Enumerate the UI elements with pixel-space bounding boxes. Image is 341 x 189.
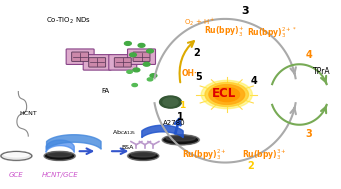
FancyBboxPatch shape	[72, 52, 89, 61]
FancyBboxPatch shape	[114, 58, 131, 67]
FancyBboxPatch shape	[66, 49, 94, 64]
Text: ECL: ECL	[212, 87, 237, 100]
Text: 2: 2	[193, 48, 200, 58]
Circle shape	[209, 85, 244, 104]
Ellipse shape	[47, 152, 72, 157]
Text: TPrA: TPrA	[313, 67, 331, 76]
Text: Ru(bpy)$_3^{2+}$: Ru(bpy)$_3^{2+}$	[182, 148, 227, 162]
Ellipse shape	[166, 136, 195, 141]
Circle shape	[147, 78, 153, 81]
FancyBboxPatch shape	[133, 52, 150, 61]
Ellipse shape	[45, 152, 74, 160]
Text: 3: 3	[305, 129, 312, 139]
Text: Ru(bpy)$_3^{3+}$: Ru(bpy)$_3^{3+}$	[242, 148, 286, 162]
Circle shape	[201, 80, 252, 109]
Text: O$_2$ + H$^+$: O$_2$ + H$^+$	[184, 17, 215, 28]
Ellipse shape	[2, 152, 31, 160]
Text: Ab$_{CA125}$: Ab$_{CA125}$	[112, 128, 136, 137]
Text: HCNT/GCE: HCNT/GCE	[41, 172, 78, 178]
Text: 4: 4	[305, 50, 312, 60]
Ellipse shape	[164, 135, 198, 144]
Circle shape	[205, 82, 249, 107]
Circle shape	[147, 49, 153, 53]
Ellipse shape	[44, 151, 75, 161]
FancyBboxPatch shape	[128, 49, 155, 64]
Ellipse shape	[128, 151, 159, 161]
Circle shape	[138, 43, 145, 47]
Circle shape	[127, 70, 132, 73]
Circle shape	[124, 42, 131, 45]
Text: 3: 3	[242, 6, 249, 16]
Text: 5: 5	[195, 73, 202, 82]
Ellipse shape	[1, 151, 32, 161]
Text: Ru(bpy)$_3^{2+*}$: Ru(bpy)$_3^{2+*}$	[247, 25, 297, 40]
Text: 4: 4	[250, 76, 257, 86]
Text: OH·: OH·	[181, 69, 197, 78]
Ellipse shape	[162, 135, 199, 145]
Text: 1: 1	[179, 101, 186, 110]
Circle shape	[163, 98, 178, 106]
Circle shape	[143, 62, 150, 66]
Ellipse shape	[129, 152, 158, 160]
Text: 1: 1	[177, 112, 184, 122]
Circle shape	[133, 68, 140, 72]
Circle shape	[214, 87, 239, 102]
Circle shape	[132, 84, 137, 87]
Text: Ru(bpy)$_3^{+}$: Ru(bpy)$_3^{+}$	[204, 25, 244, 39]
FancyBboxPatch shape	[109, 55, 137, 70]
FancyBboxPatch shape	[83, 55, 111, 70]
Text: A2780: A2780	[163, 120, 185, 126]
FancyBboxPatch shape	[89, 58, 106, 67]
Circle shape	[160, 96, 181, 108]
Text: FA: FA	[102, 88, 110, 94]
Text: Co-TiO$_2$ NDs: Co-TiO$_2$ NDs	[46, 16, 91, 26]
Text: 2: 2	[248, 161, 254, 171]
Ellipse shape	[4, 152, 29, 157]
Text: BSA: BSA	[122, 145, 134, 150]
Ellipse shape	[131, 152, 155, 157]
Circle shape	[150, 74, 157, 77]
Text: GCE: GCE	[9, 172, 24, 178]
Circle shape	[130, 53, 136, 57]
Text: HCNT: HCNT	[19, 111, 37, 116]
